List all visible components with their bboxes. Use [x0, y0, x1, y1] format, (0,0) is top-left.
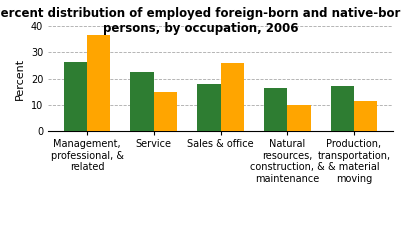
Bar — [287, 105, 311, 131]
Bar — [87, 35, 111, 131]
Bar — [130, 72, 154, 131]
Bar — [64, 62, 87, 131]
Bar — [197, 84, 221, 131]
Bar — [264, 88, 287, 131]
Bar — [221, 63, 244, 131]
Bar — [354, 101, 377, 131]
Text: Percent distribution of employed foreign-born and native-born
persons, by occupa: Percent distribution of employed foreign… — [0, 7, 401, 35]
Bar — [330, 86, 354, 131]
Bar — [154, 92, 177, 131]
Y-axis label: Percent: Percent — [15, 58, 25, 99]
